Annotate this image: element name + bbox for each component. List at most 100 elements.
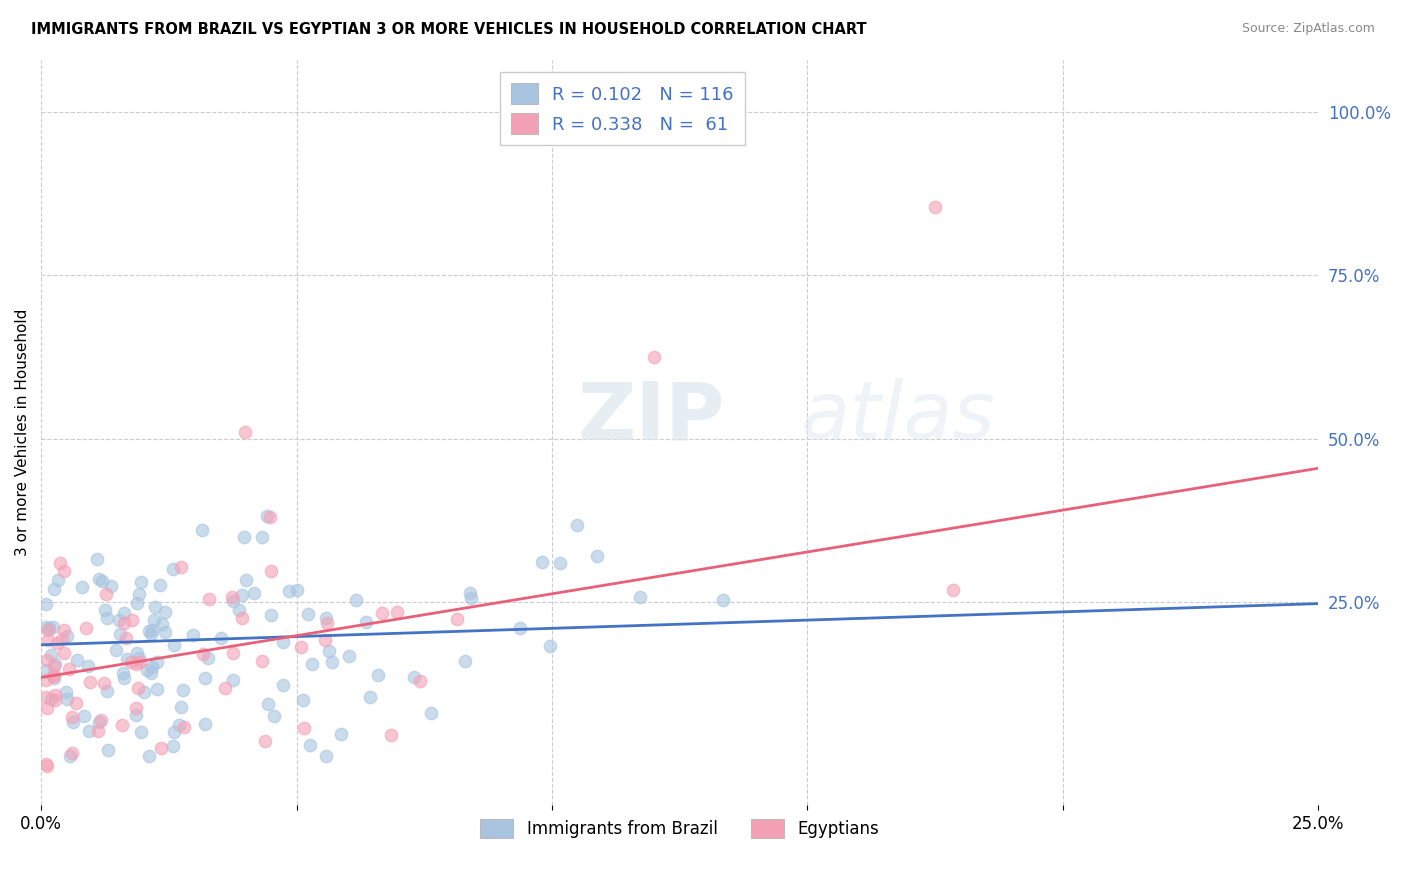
Point <box>278 583 301 598</box>
Point <box>42 620 65 634</box>
Point <box>367 668 389 682</box>
Point <box>38 622 60 636</box>
Point <box>44 688 66 702</box>
Point <box>222 646 245 660</box>
Point <box>145 681 167 696</box>
Y-axis label: 3 or more Vehicles in Household: 3 or more Vehicles in Household <box>15 309 30 556</box>
Point <box>46 636 69 650</box>
Text: ZIP: ZIP <box>578 378 724 457</box>
Point <box>37 758 59 772</box>
Point <box>942 582 965 597</box>
Text: Source: ZipAtlas.com: Source: ZipAtlas.com <box>1241 22 1375 36</box>
Point <box>44 693 66 707</box>
Point <box>115 652 138 666</box>
Point <box>194 671 217 685</box>
Point <box>55 629 77 643</box>
Point <box>198 591 221 606</box>
Point <box>87 714 110 729</box>
Point <box>222 594 245 608</box>
Point <box>233 530 256 544</box>
Point <box>53 564 76 578</box>
Point <box>97 743 120 757</box>
Point <box>329 727 352 741</box>
Point <box>235 574 257 588</box>
Point <box>420 706 443 720</box>
Point <box>37 700 59 714</box>
Point <box>315 749 337 764</box>
Point <box>75 621 97 635</box>
Point <box>231 588 253 602</box>
Point <box>41 648 63 662</box>
Point <box>111 718 134 732</box>
Point <box>162 739 184 753</box>
Point <box>145 599 167 614</box>
Point <box>409 673 432 688</box>
Point <box>385 606 408 620</box>
Point <box>243 586 266 600</box>
Point <box>315 615 337 630</box>
Point <box>297 607 319 621</box>
Point <box>48 573 70 587</box>
Point <box>291 693 314 707</box>
Point <box>53 646 76 660</box>
Point <box>35 620 58 634</box>
Point <box>285 583 308 598</box>
Point <box>141 623 163 637</box>
Point <box>162 638 184 652</box>
Point <box>586 549 609 563</box>
Point <box>112 616 135 631</box>
Point <box>56 692 79 706</box>
Point <box>35 663 58 677</box>
Point <box>321 656 343 670</box>
Point <box>44 671 66 685</box>
Point <box>35 653 58 667</box>
Point <box>318 644 340 658</box>
Point <box>96 683 118 698</box>
Point <box>35 673 58 687</box>
Point <box>359 690 381 705</box>
Point <box>344 592 367 607</box>
Point <box>129 655 152 669</box>
Point <box>58 749 80 764</box>
Point <box>79 674 101 689</box>
Point <box>290 640 312 655</box>
Legend: Immigrants from Brazil, Egyptians: Immigrants from Brazil, Egyptians <box>474 813 886 845</box>
Point <box>35 690 58 704</box>
Point <box>163 725 186 739</box>
Point <box>129 725 152 739</box>
Point <box>162 562 184 576</box>
Point <box>94 603 117 617</box>
Point <box>115 631 138 645</box>
Point <box>299 738 322 752</box>
Point <box>214 681 236 695</box>
Point <box>155 605 177 619</box>
Point <box>924 200 946 214</box>
Point <box>62 714 84 729</box>
Point <box>460 591 482 605</box>
Point <box>125 657 148 671</box>
Point <box>100 579 122 593</box>
Point <box>169 560 191 574</box>
Point <box>90 574 112 588</box>
Point <box>111 665 134 680</box>
Point <box>58 662 80 676</box>
Point <box>257 697 280 711</box>
Point <box>125 707 148 722</box>
Point <box>254 733 277 747</box>
Point <box>271 678 294 692</box>
Point <box>146 656 169 670</box>
Point <box>509 621 531 635</box>
Point <box>250 530 273 544</box>
Point <box>314 632 336 647</box>
Point <box>77 659 100 673</box>
Point <box>129 574 152 589</box>
Point <box>530 555 553 569</box>
Point <box>55 685 77 699</box>
Point <box>643 350 665 364</box>
Point <box>231 611 253 625</box>
Point <box>105 643 128 657</box>
Point <box>256 509 278 524</box>
Point <box>141 627 163 641</box>
Point <box>209 631 232 645</box>
Point <box>567 517 589 532</box>
